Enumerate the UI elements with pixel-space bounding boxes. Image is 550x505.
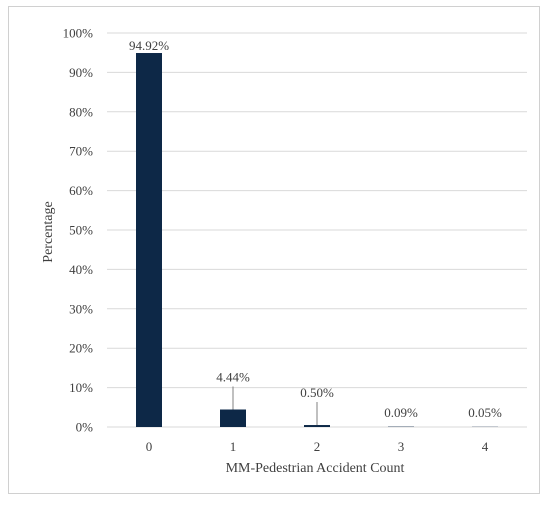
- y-tick-label: 80%: [69, 104, 93, 119]
- grid-lines: [107, 32, 527, 428]
- data-label-1: 4.44%: [216, 370, 250, 385]
- y-tick-label: 60%: [69, 183, 93, 198]
- y-tick-label: 90%: [69, 65, 93, 80]
- x-tick-label: 4: [482, 439, 489, 454]
- leader-lines: [232, 386, 318, 426]
- y-tick-label: 0%: [76, 420, 94, 435]
- y-tick-label: 40%: [69, 262, 93, 277]
- y-tick-label: 20%: [69, 341, 93, 356]
- x-tick-label: 2: [314, 439, 321, 454]
- y-tick-label: 50%: [69, 223, 93, 238]
- data-label-2: 0.50%: [300, 385, 334, 400]
- x-axis-ticks: 0 1 2 3 4: [146, 439, 489, 454]
- data-label-4: 0.05%: [468, 405, 502, 420]
- y-axis-title: Percentage: [41, 201, 56, 262]
- x-tick-label: 3: [398, 439, 405, 454]
- data-label-0: 94.92%: [129, 38, 169, 53]
- data-labels: 94.92% 4.44% 0.50% 0.09% 0.05%: [129, 38, 502, 420]
- data-label-3: 0.09%: [384, 405, 418, 420]
- bar-1: [220, 409, 246, 427]
- y-tick-label: 30%: [69, 301, 93, 316]
- y-tick-label: 70%: [69, 144, 93, 159]
- bar-0: [136, 53, 162, 428]
- y-tick-label: 100%: [63, 26, 94, 41]
- bar-2: [304, 425, 330, 427]
- x-tick-label: 0: [146, 439, 153, 454]
- bars: [136, 53, 498, 428]
- x-axis-title: MM-Pedestrian Accident Count: [226, 461, 405, 476]
- chart-frame: [8, 6, 540, 494]
- x-tick-label: 1: [230, 439, 237, 454]
- y-tick-label: 10%: [69, 380, 93, 395]
- y-axis-ticks: 0% 10% 20% 30% 40% 50% 60% 70% 80% 90% 100%: [63, 26, 94, 435]
